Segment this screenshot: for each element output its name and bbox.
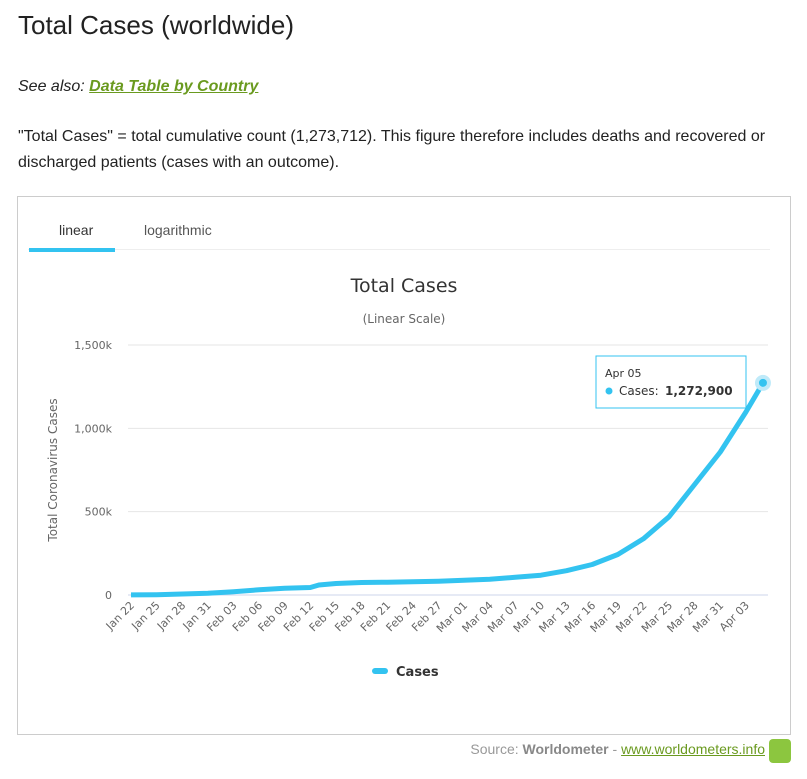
tooltip-box [595, 355, 747, 409]
chart-container: linear logarithmic [17, 196, 791, 735]
chart-title: Total Cases [350, 275, 458, 297]
description: "Total Cases" = total cumulative count (… [18, 128, 766, 171]
x-tick-label: Jan 22 [103, 599, 137, 633]
source-line: Source: Worldometer - www.worldometers.i… [470, 741, 765, 757]
see-also: See also: Data Table by Country [18, 78, 258, 96]
tooltip-date: Apr 05 [605, 367, 642, 380]
y-axis-label: Total Coronavirus Cases [46, 398, 60, 542]
chart-subtitle: (Linear Scale) [363, 312, 446, 326]
legend-symbol [372, 668, 388, 674]
tab-divider [28, 249, 770, 250]
y-tick-label: 500k [85, 506, 113, 519]
tooltip: Apr 05 Cases: 1,272,900 [595, 355, 747, 409]
chart-svg: Total Cases (Linear Scale) Total Coronav… [46, 275, 771, 680]
source-name: Worldometer [522, 741, 609, 757]
y-tick-label: 1,000k [74, 422, 112, 435]
legend-label-cases: Cases [396, 665, 439, 680]
tab-logarithmic[interactable]: logarithmic [144, 222, 212, 238]
source-sep: - [612, 741, 618, 757]
worldometer-logo [769, 739, 791, 763]
x-tick-label: Jan 25 [128, 599, 162, 633]
tooltip-series: Cases: [619, 384, 659, 398]
x-tick-label: Jan 28 [154, 599, 188, 633]
y-tick-label: 0 [105, 589, 112, 602]
tooltip-marker [605, 387, 613, 395]
source-label: Source: [470, 741, 519, 757]
tab-linear[interactable]: linear [59, 222, 94, 238]
tooltip-value: 1,272,900 [665, 384, 733, 398]
data-table-link[interactable]: Data Table by Country [89, 78, 259, 95]
series-line-cases [130, 381, 766, 598]
source-link[interactable]: www.worldometers.info [621, 741, 765, 757]
legend[interactable]: Cases [372, 665, 439, 680]
page-title: Total Cases (worldwide) [18, 10, 294, 40]
data-point[interactable] [754, 374, 771, 391]
active-tab-indicator [29, 248, 115, 252]
see-also-label: See also: [18, 78, 85, 95]
y-tick-label: 1,500k [74, 339, 112, 352]
